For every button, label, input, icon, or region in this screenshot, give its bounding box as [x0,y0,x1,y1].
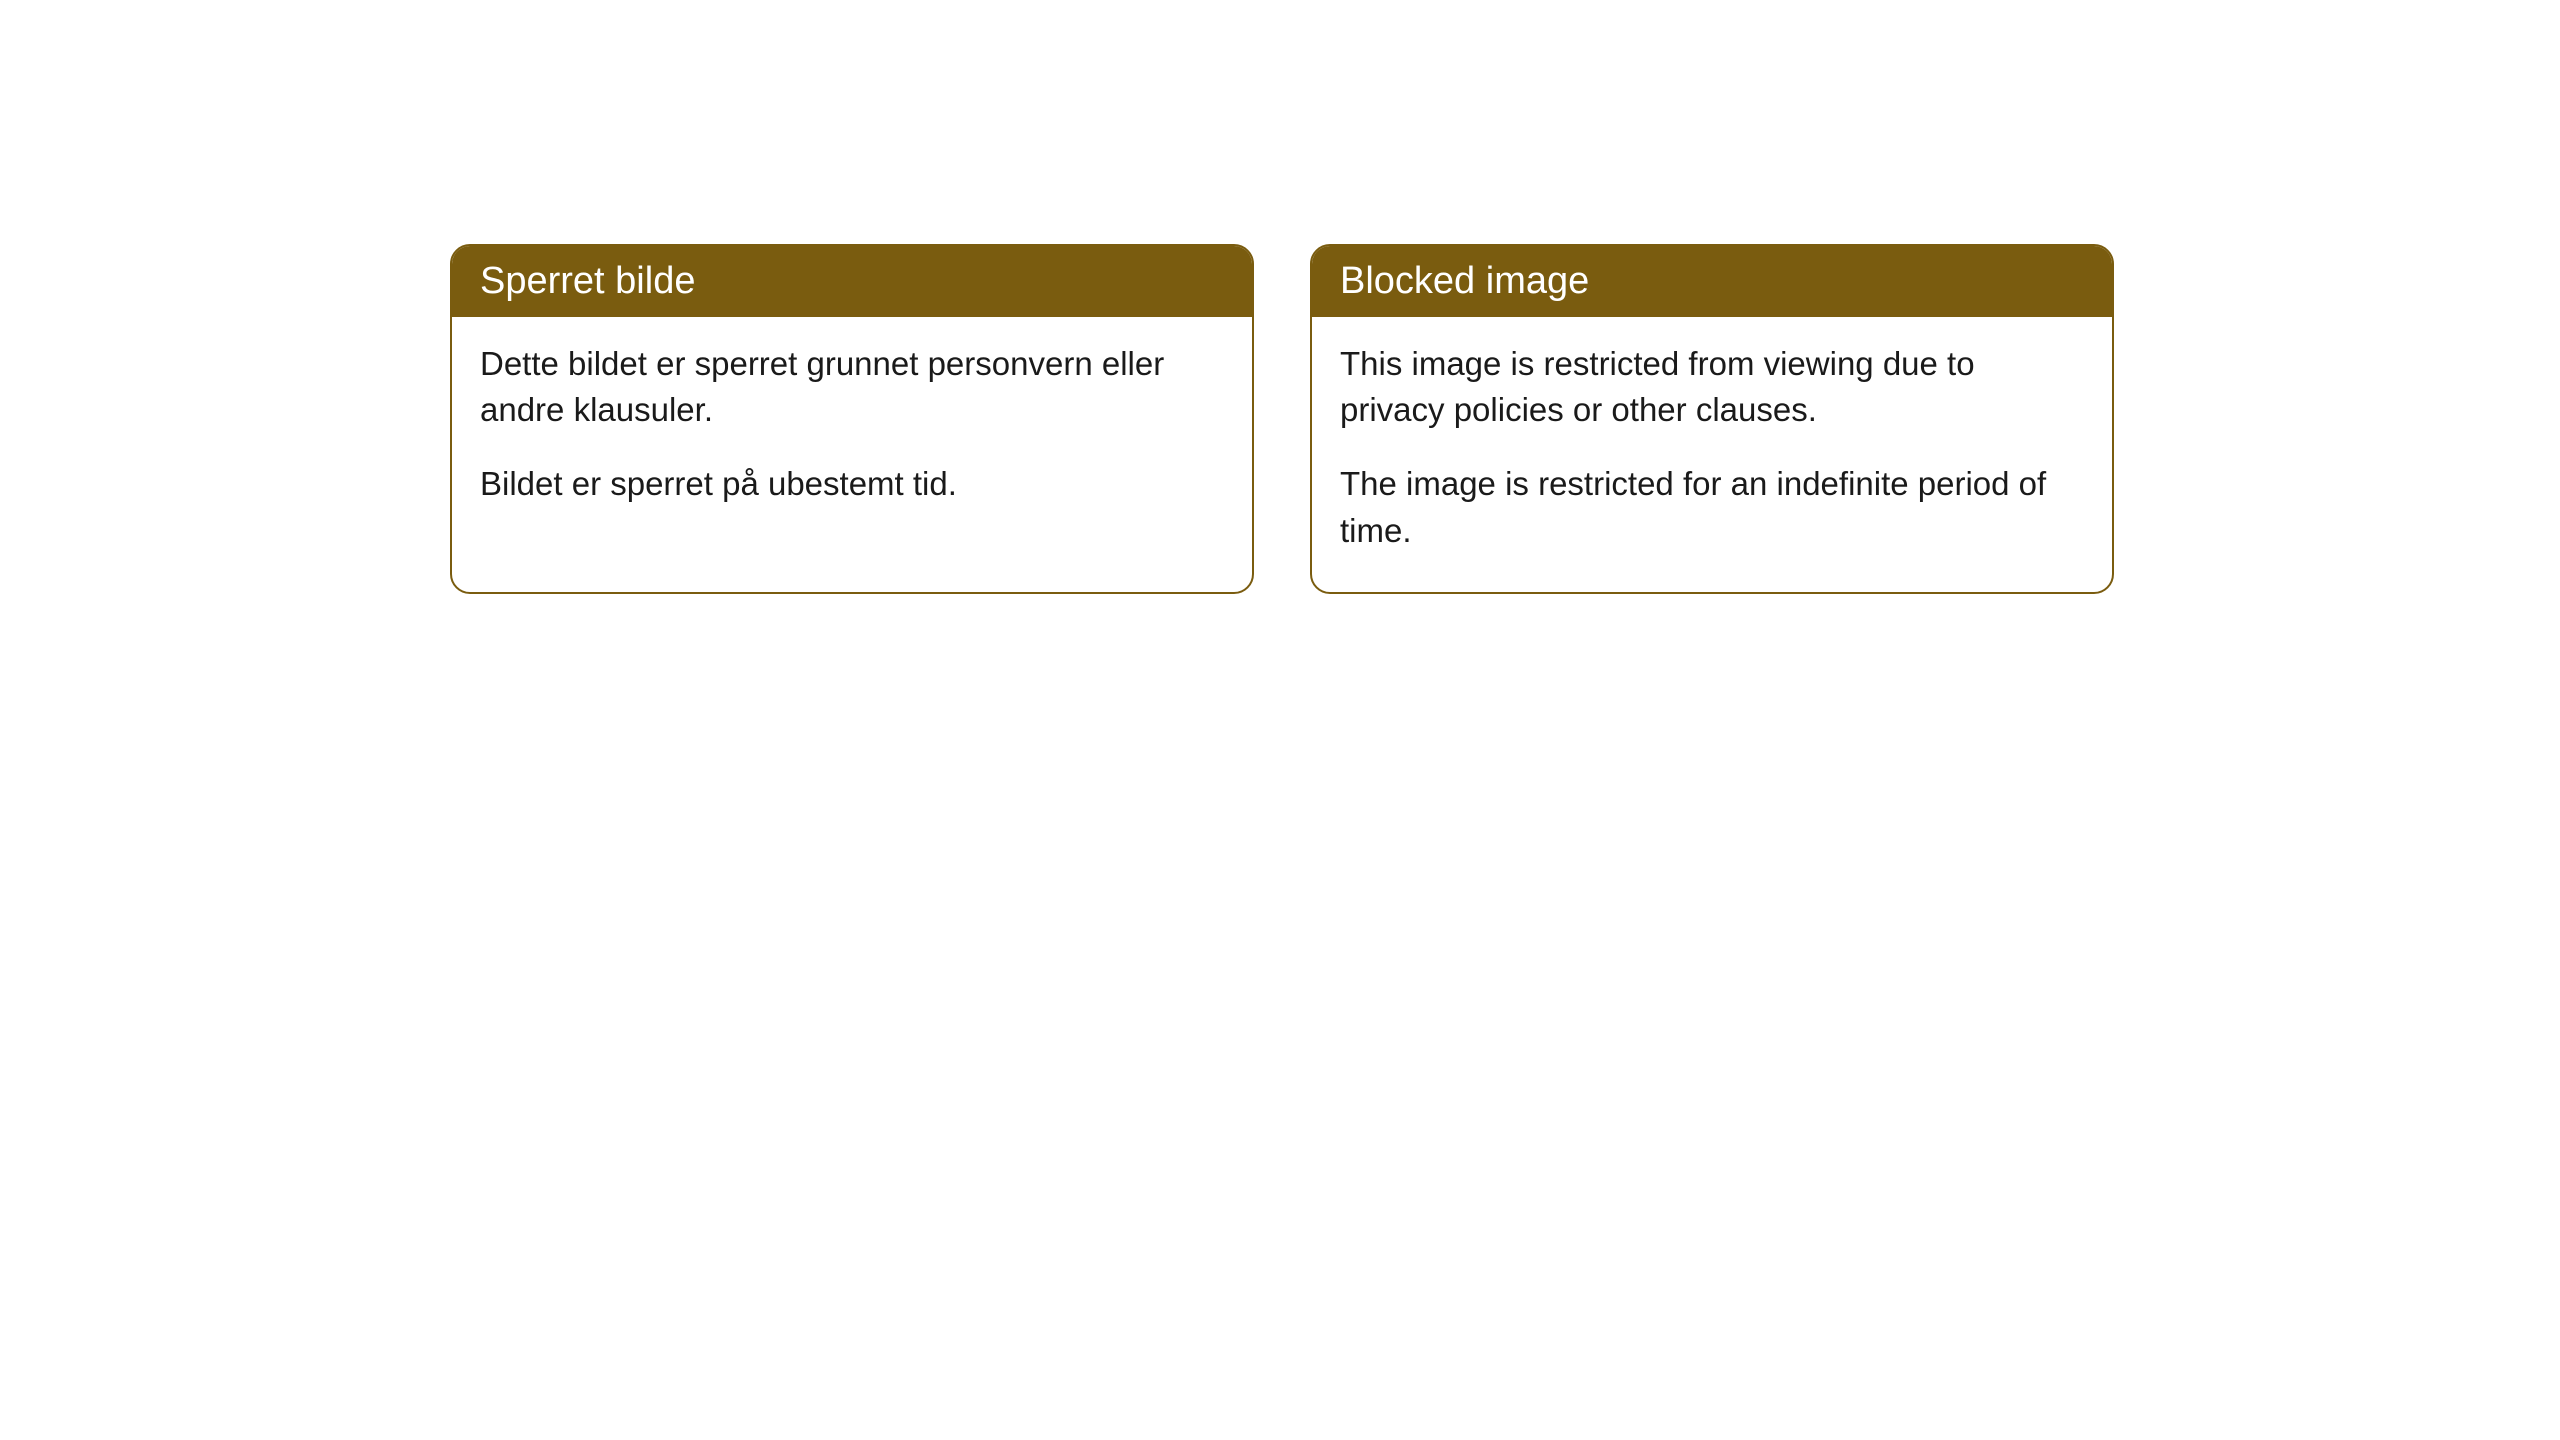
card-header-norwegian: Sperret bilde [452,246,1252,317]
card-text-duration: The image is restricted for an indefinit… [1340,461,2084,553]
card-header-english: Blocked image [1312,246,2112,317]
card-body-english: This image is restricted from viewing du… [1312,317,2112,592]
blocked-image-card-norwegian: Sperret bilde Dette bildet er sperret gr… [450,244,1254,594]
card-body-norwegian: Dette bildet er sperret grunnet personve… [452,317,1252,546]
card-text-duration: Bildet er sperret på ubestemt tid. [480,461,1224,507]
card-text-reason: Dette bildet er sperret grunnet personve… [480,341,1224,433]
card-text-reason: This image is restricted from viewing du… [1340,341,2084,433]
blocked-image-card-english: Blocked image This image is restricted f… [1310,244,2114,594]
cards-container: Sperret bilde Dette bildet er sperret gr… [0,0,2560,594]
